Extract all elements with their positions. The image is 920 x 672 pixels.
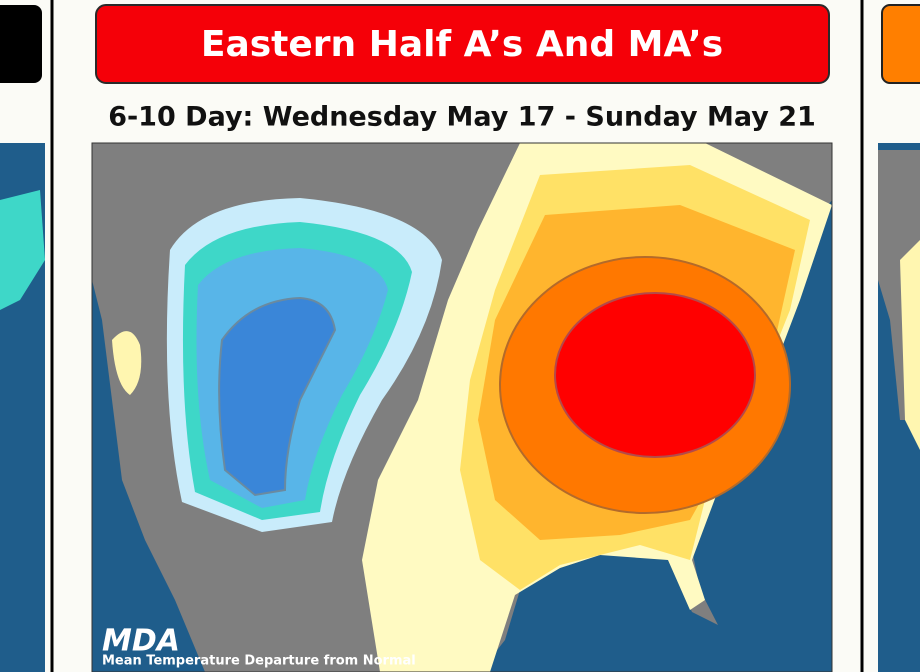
logo: MDA [102,624,180,659]
caption: Mean Temperature Departure from Normal [102,654,416,669]
region-much-above [554,292,756,458]
title: Eastern Half A’s And MA’s [201,24,723,65]
right-map-region [900,240,920,450]
right-banner [881,4,920,84]
region-much-cooler [218,296,337,497]
subtitle: 6-10 Day: Wednesday May 17 - Sunday May … [108,102,816,133]
left-banner [0,5,42,83]
title-banner [95,4,830,84]
region-coast-warm [112,331,142,395]
map-border [91,142,833,672]
left-map-region [0,190,45,310]
map: MDA Mean Temperature Departure from Norm… [92,143,832,672]
